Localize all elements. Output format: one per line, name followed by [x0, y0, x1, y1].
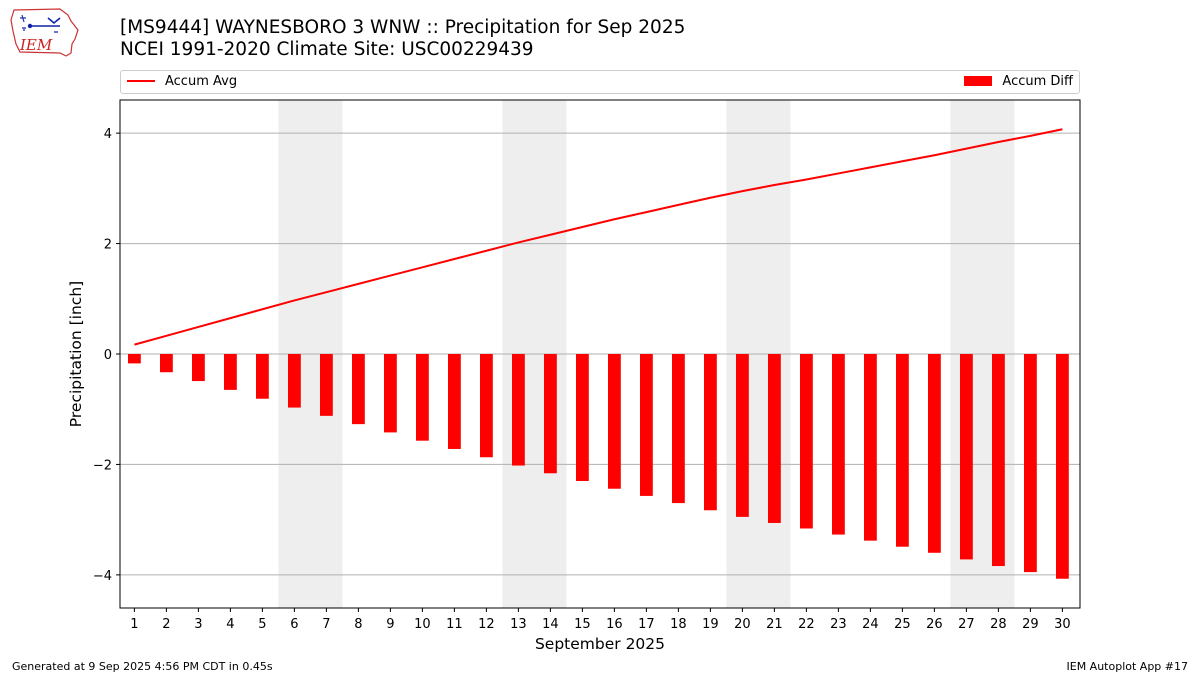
y-tick-label: −2 — [93, 458, 112, 473]
x-tick-label: 22 — [798, 617, 815, 632]
x-tick-label: 2 — [162, 617, 170, 632]
x-tick-label: 17 — [638, 617, 655, 632]
x-tick-label: 9 — [386, 617, 394, 632]
bar-accum-diff — [896, 354, 909, 547]
bar-accum-diff — [416, 354, 429, 441]
bar-accum-diff — [1056, 354, 1069, 579]
x-tick-label: 10 — [414, 617, 431, 632]
title-line-1: [MS9444] WAYNESBORO 3 WNW :: Precipitati… — [120, 17, 686, 38]
legend-label-accum-diff: Accum Diff — [1002, 74, 1073, 89]
x-tick-label: 27 — [958, 617, 975, 632]
x-tick-label: 26 — [926, 617, 943, 632]
footer-generated: Generated at 9 Sep 2025 4:56 PM CDT in 0… — [12, 660, 273, 673]
x-tick-label: 3 — [194, 617, 202, 632]
x-tick-label: 11 — [446, 617, 463, 632]
x-tick-label: 23 — [830, 617, 847, 632]
x-tick-label: 19 — [702, 617, 719, 632]
x-tick-label: 20 — [734, 617, 751, 632]
bar-accum-diff — [512, 354, 525, 466]
legend-item-accum-diff: Accum Diff — [964, 74, 1073, 90]
svg-text:IEM: IEM — [19, 36, 53, 54]
bar-accum-diff — [320, 354, 333, 416]
x-tick-label: 13 — [510, 617, 527, 632]
y-tick-label: −4 — [93, 569, 112, 584]
bar-accum-diff — [576, 354, 589, 481]
bar-accum-diff — [992, 354, 1005, 567]
line-accum-avg — [134, 128, 1063, 346]
bar-accum-diff — [128, 354, 141, 364]
x-tick-label: 15 — [574, 617, 591, 632]
y-tick-label: 0 — [104, 348, 112, 363]
footer-app: IEM Autoplot App #17 — [1066, 660, 1189, 673]
x-tick-label: 29 — [1022, 617, 1039, 632]
bar-accum-diff — [800, 354, 813, 529]
bar-accum-diff — [960, 354, 973, 560]
x-tick-label: 14 — [542, 617, 559, 632]
chart-title: [MS9444] WAYNESBORO 3 WNW :: Precipitati… — [120, 17, 685, 61]
x-tick-label: 7 — [322, 617, 330, 632]
y-tick-label: 4 — [104, 127, 112, 142]
x-tick-label: 18 — [670, 617, 687, 632]
bar-accum-diff — [480, 354, 493, 458]
y-axis-label: Precipitation [inch] — [67, 281, 85, 427]
y-tick-label: 2 — [104, 238, 112, 253]
bar-accum-diff — [448, 354, 461, 449]
bar-accum-diff — [704, 354, 717, 511]
bar-accum-diff — [288, 354, 301, 408]
bar-accum-diff — [864, 354, 877, 541]
x-tick-label: 4 — [226, 617, 234, 632]
x-tick-label: 1 — [130, 617, 138, 632]
x-axis-label: September 2025 — [535, 635, 665, 653]
bar-accum-diff — [384, 354, 397, 433]
bar-accum-diff — [160, 354, 173, 373]
x-tick-label: 12 — [478, 617, 495, 632]
bar-accum-diff — [256, 354, 269, 399]
bar-accum-diff — [1024, 354, 1037, 573]
bar-accum-diff — [544, 354, 557, 474]
legend: Accum Avg Accum Diff — [120, 70, 1080, 94]
legend-line-swatch — [127, 79, 155, 82]
bar-accum-diff — [768, 354, 781, 523]
legend-item-accum-avg: Accum Avg — [127, 74, 237, 90]
bar-accum-diff — [736, 354, 749, 517]
x-tick-label: 28 — [990, 617, 1007, 632]
x-tick-label: 5 — [258, 617, 266, 632]
bar-accum-diff — [608, 354, 621, 489]
bar-accum-diff — [640, 354, 653, 496]
bar-accum-diff — [928, 354, 941, 553]
legend-bar-swatch — [964, 75, 993, 86]
legend-label-accum-avg: Accum Avg — [165, 74, 238, 89]
bar-accum-diff — [672, 354, 685, 504]
x-tick-label: 24 — [862, 617, 879, 632]
bar-accum-diff — [192, 354, 205, 382]
x-tick-label: 8 — [354, 617, 362, 632]
x-tick-label: 6 — [290, 617, 298, 632]
x-tick-label: 21 — [766, 617, 783, 632]
bar-accum-diff — [832, 354, 845, 535]
iem-logo: IEM — [8, 6, 80, 58]
x-tick-label: 16 — [606, 617, 623, 632]
title-line-2: NCEI 1991-2020 Climate Site: USC00229439 — [120, 39, 534, 60]
bar-accum-diff — [352, 354, 365, 425]
bar-accum-diff — [224, 354, 237, 390]
x-tick-label: 30 — [1054, 617, 1071, 632]
x-tick-label: 25 — [894, 617, 911, 632]
